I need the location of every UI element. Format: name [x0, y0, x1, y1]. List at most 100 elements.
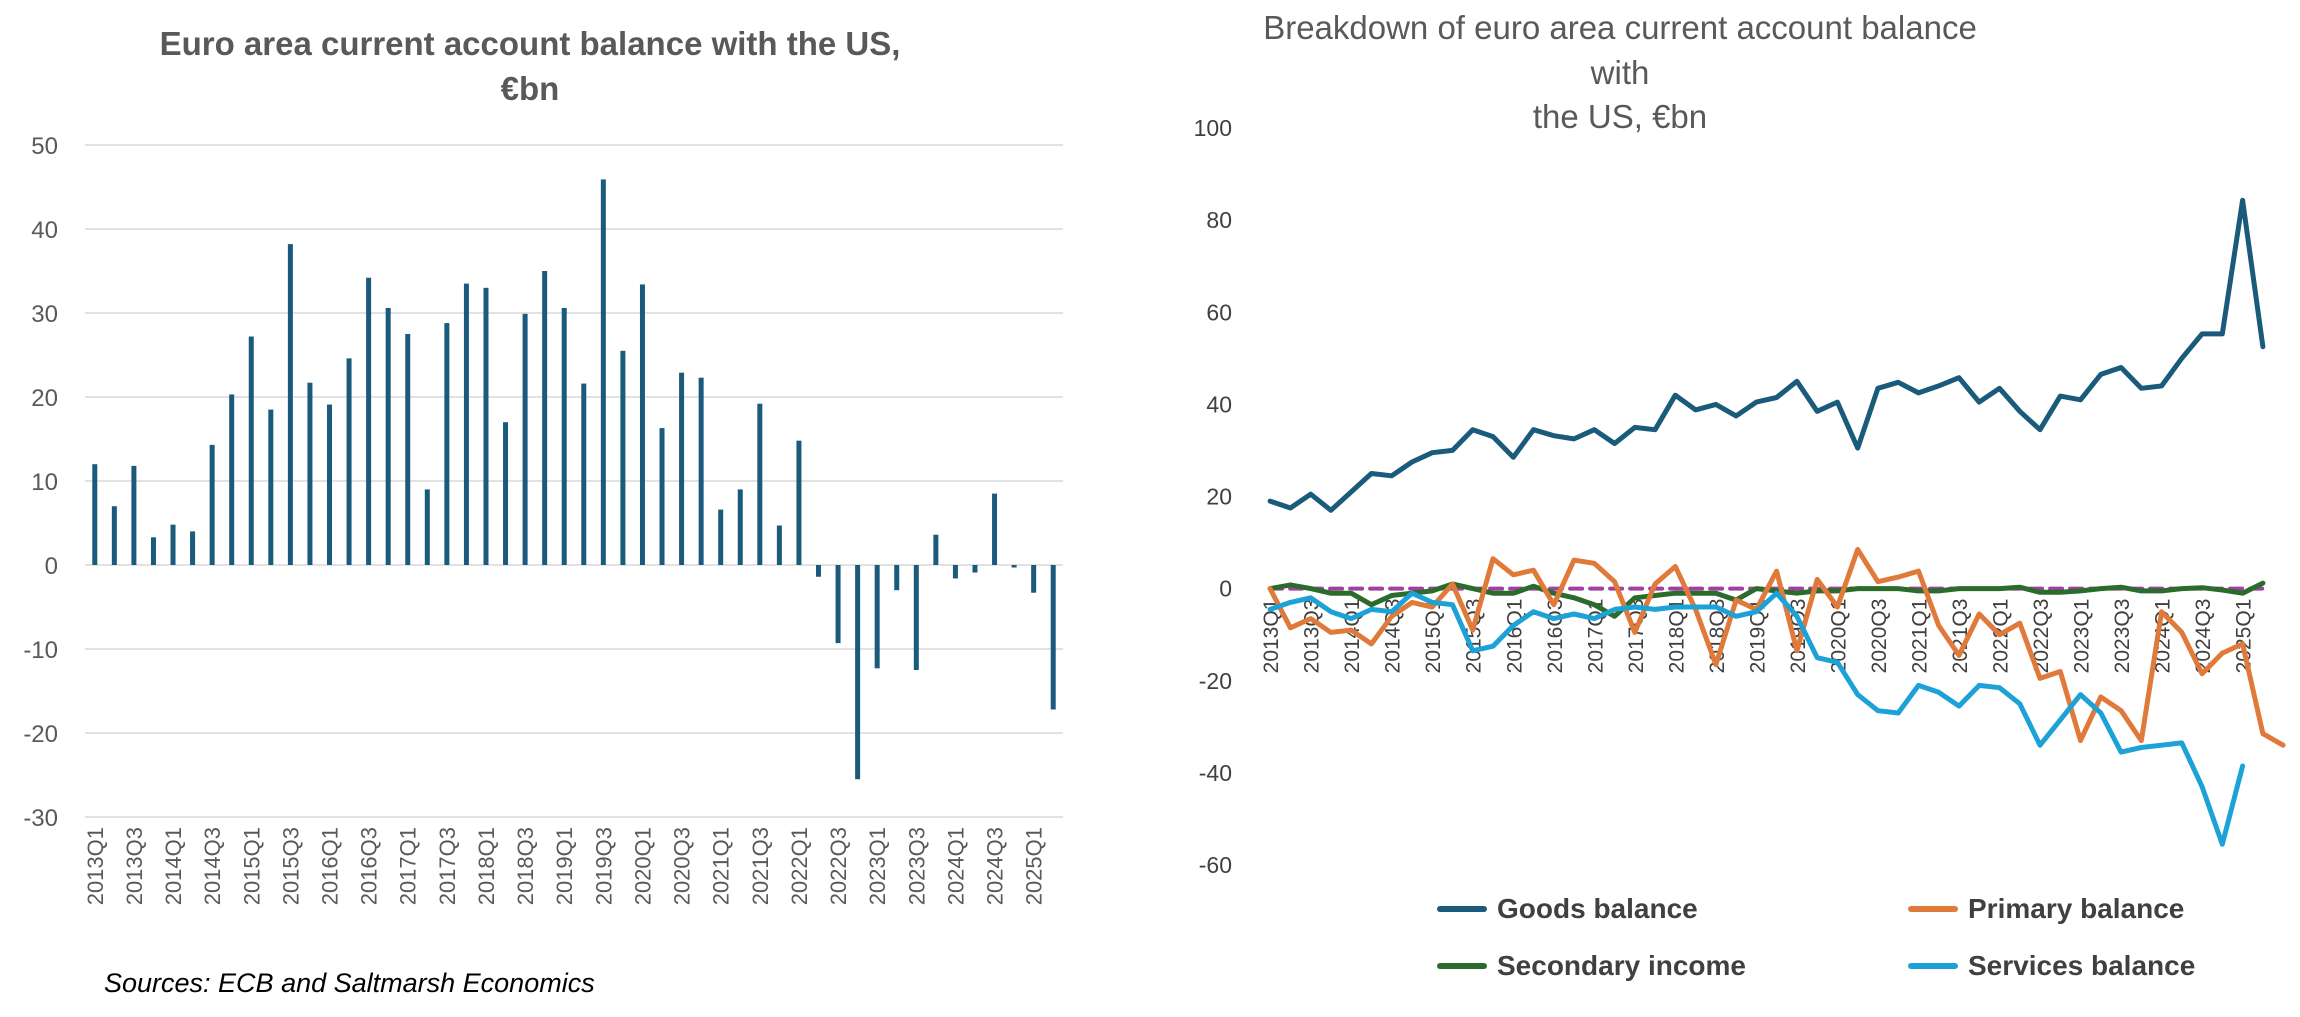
x-tick-label: 2021Q3 — [1949, 599, 1972, 674]
x-tick-label: 2023Q1 — [865, 827, 890, 905]
bar — [424, 489, 430, 565]
bar — [542, 271, 548, 565]
bar — [190, 531, 196, 565]
bar — [268, 409, 274, 565]
y-tick-label: -30 — [23, 805, 58, 832]
bar — [796, 440, 802, 565]
y-tick-label: -40 — [1199, 760, 1232, 786]
bar — [679, 372, 685, 565]
x-tick-label: 2018Q1 — [474, 827, 499, 905]
y-tick-label: -20 — [23, 721, 58, 748]
y-tick-label: 30 — [31, 301, 58, 328]
x-tick-label: 2021Q1 — [1908, 599, 1931, 674]
x-tick-label: 2014Q3 — [200, 827, 225, 905]
bar — [933, 534, 939, 565]
left-chart-title-line2: €bn — [500, 69, 560, 107]
right-chart-title-line1: Breakdown of euro area current account b… — [1263, 9, 1977, 91]
bar — [698, 377, 704, 565]
bar — [776, 525, 782, 565]
x-tick-label: 2024Q3 — [2192, 599, 2215, 674]
bar — [1031, 565, 1037, 593]
bar — [718, 509, 724, 565]
x-tick-label: 2017Q1 — [396, 827, 421, 905]
bar — [1011, 565, 1017, 568]
bar — [816, 565, 821, 577]
bar — [111, 506, 117, 565]
bar — [170, 524, 176, 565]
y-tick-label: 0 — [45, 553, 58, 580]
right-chart-title: Breakdown of euro area current account b… — [1240, 6, 2000, 140]
x-tick-label: 2020Q3 — [670, 827, 695, 905]
x-tick-label: 2022Q3 — [826, 827, 851, 905]
y-tick-label: -60 — [1199, 852, 1232, 878]
legend-label: Secondary income — [1497, 950, 1746, 981]
bar — [913, 565, 919, 670]
x-tick-label: 2015Q1 — [1422, 599, 1445, 674]
x-tick-label: 2013Q3 — [122, 827, 147, 905]
bar — [444, 323, 450, 565]
bar — [639, 284, 645, 565]
y-tick-label: 50 — [31, 133, 58, 160]
x-tick-label: 2024Q1 — [943, 827, 968, 905]
x-tick-label: 2020Q1 — [1827, 599, 1850, 674]
bar — [952, 565, 958, 579]
bar — [229, 394, 235, 565]
x-tick-label: 2019Q1 — [552, 827, 577, 905]
x-tick-label: 2025Q1 — [1022, 827, 1047, 905]
y-tick-label: 40 — [1206, 391, 1232, 417]
x-tick-label: 2019Q1 — [1746, 599, 1769, 674]
goods-balance-line — [1267, 197, 2266, 513]
y-tick-label: 20 — [31, 385, 58, 412]
bar — [92, 464, 98, 565]
bar — [385, 307, 391, 565]
x-tick-label: 2021Q1 — [709, 827, 734, 905]
x-tick-label: 2016Q1 — [1503, 599, 1526, 674]
bar — [150, 537, 156, 565]
bar — [1050, 565, 1056, 710]
x-tick-label: 2016Q1 — [318, 827, 343, 905]
legend-item: Goods balance — [1437, 893, 1698, 925]
y-tick-label: 100 — [1194, 115, 1232, 141]
bar — [972, 565, 978, 573]
x-tick-label: 2023Q3 — [2111, 599, 2134, 674]
bar — [992, 493, 998, 565]
x-tick-label: 2018Q1 — [1665, 599, 1688, 674]
y-tick-label: 40 — [31, 217, 58, 244]
bar — [405, 334, 411, 565]
bar — [366, 277, 372, 565]
x-tick-label: 2022Q3 — [2030, 599, 2053, 674]
x-tick-label: 2013Q1 — [1260, 599, 1283, 674]
left-chart-title-line1: Euro area current account balance with t… — [159, 25, 901, 62]
bar — [835, 565, 841, 644]
x-tick-label: 2022Q1 — [787, 827, 812, 905]
legend-label: Services balance — [1968, 950, 2196, 981]
legend-item: Primary balance — [1908, 893, 2184, 925]
x-tick-label: 2021Q3 — [748, 827, 773, 905]
bar — [327, 404, 332, 565]
left-chart-title: Euro area current account balance with t… — [100, 22, 960, 111]
x-tick-label: 2017Q3 — [435, 827, 460, 905]
bar — [620, 350, 626, 565]
x-tick-label: 2024Q3 — [983, 827, 1008, 905]
bar — [757, 403, 763, 565]
bar — [581, 383, 587, 565]
y-tick-label: -10 — [23, 637, 58, 664]
bar — [894, 565, 900, 591]
x-tick-label: 2013Q1 — [83, 827, 108, 905]
bar — [248, 336, 254, 565]
legend-label: Goods balance — [1497, 893, 1698, 924]
x-tick-label: 2019Q3 — [591, 827, 616, 905]
legend-swatch — [1437, 963, 1487, 969]
x-tick-label: 2020Q1 — [630, 827, 655, 905]
x-tick-label: 2020Q3 — [1868, 599, 1891, 674]
x-tick-label: 2016Q3 — [357, 827, 382, 905]
legend-item: Secondary income — [1437, 950, 1746, 982]
bar — [503, 422, 509, 565]
sources-note: Sources: ECB and Saltmarsh Economics — [104, 968, 595, 998]
bar — [522, 313, 528, 565]
bar — [659, 428, 665, 565]
y-tick-label: 20 — [1206, 484, 1232, 510]
bar — [131, 465, 137, 565]
